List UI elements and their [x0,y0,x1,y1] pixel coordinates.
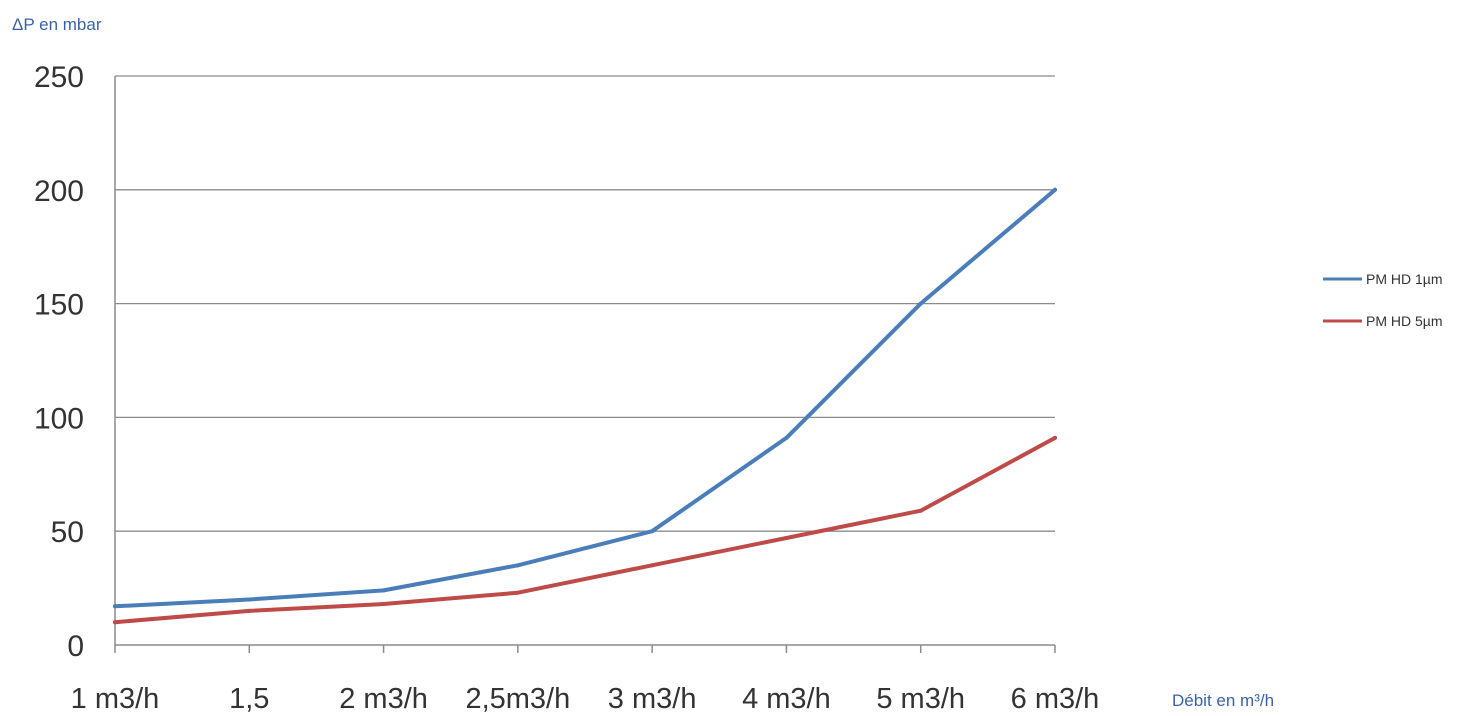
series-line-2 [113,435,1057,625]
legend-label: PM HD 5µm [1366,313,1443,329]
axes [114,76,1056,653]
data-point [515,563,520,568]
y-tick-label: 250 [34,61,84,94]
x-axis-title: Débit en m³/h [1172,691,1274,710]
data-point [381,602,386,607]
data-point [1053,435,1057,440]
y-axis-title: ΔP en mbar [12,15,102,34]
x-tick-label: 5 m3/h [876,683,965,715]
legend: PM HD 1µm PM HD 5µm [1323,271,1443,329]
data-point [650,529,655,534]
y-tick-label: 150 [34,289,84,322]
data-point [650,563,655,568]
data-point [247,608,252,613]
x-tick-label: 2 m3/h [339,683,428,715]
y-tick-label: 50 [51,516,84,549]
data-point [918,508,923,513]
x-tick-label: 2,5m3/h [465,683,570,715]
series-lines [113,187,1057,625]
legend-label: PM HD 1µm [1366,271,1443,287]
data-point [515,590,520,595]
data-point [113,604,117,609]
data-point [1053,187,1057,192]
y-tick-label: 100 [34,402,84,435]
x-tick-label: 6 m3/h [1011,683,1100,715]
x-tick-label: 1 m3/h [71,683,160,715]
x-tick-labels: 1 m3/h 1,5 2 m3/h 2,5m3/h 3 m3/h 4 m3/h 5 m3/h… [71,683,1100,715]
data-point [784,435,789,440]
series-line-1 [113,187,1057,609]
y-tick-labels: 0 50 100 150 200 250 [34,61,84,663]
data-point [381,588,386,593]
data-point [113,620,117,625]
gridlines [115,75,1055,532]
x-tick-label: 3 m3/h [608,683,697,715]
x-tick-label: 4 m3/h [742,683,831,715]
y-tick-label: 200 [34,175,84,208]
data-point [247,597,252,602]
x-tick-label: 1,5 [229,683,269,715]
data-point [784,536,789,541]
data-point [918,301,923,306]
y-tick-label: 0 [67,630,84,663]
